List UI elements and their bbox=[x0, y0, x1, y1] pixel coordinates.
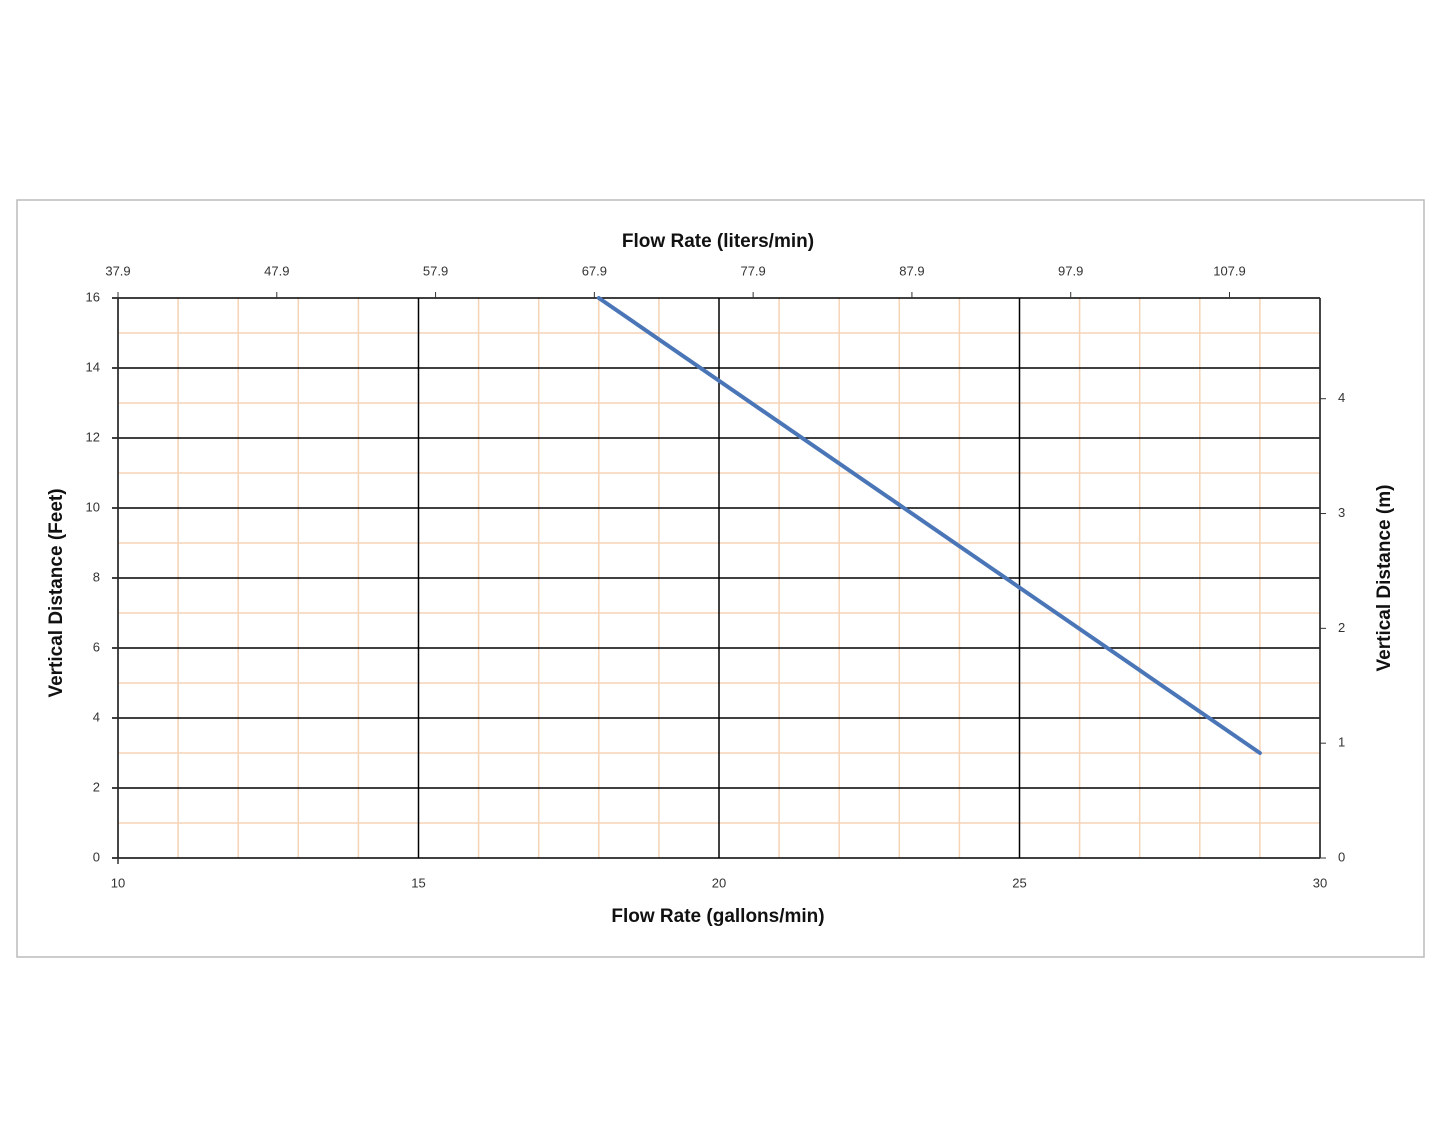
x-tick-label: 20 bbox=[712, 875, 726, 890]
y2-tick-label: 3 bbox=[1338, 505, 1345, 520]
x2-tick-label: 87.9 bbox=[899, 263, 924, 278]
y-tick-label: 14 bbox=[86, 359, 100, 374]
y2-tick-label: 1 bbox=[1338, 735, 1345, 750]
y-tick-label: 2 bbox=[93, 779, 100, 794]
x2-axis-title: Flow Rate (liters/min) bbox=[622, 231, 814, 252]
x-tick-label: 25 bbox=[1012, 875, 1026, 890]
y2-tick-label: 2 bbox=[1338, 620, 1345, 635]
data-line bbox=[596, 296, 1262, 755]
x2-tick-label: 47.9 bbox=[264, 263, 289, 278]
y2-tick-label: 0 bbox=[1338, 849, 1345, 864]
y-tick-label: 8 bbox=[93, 569, 100, 584]
y-tick-label: 4 bbox=[93, 709, 100, 724]
y-tick-label: 12 bbox=[86, 429, 100, 444]
y-tick-label: 10 bbox=[86, 499, 100, 514]
y-tick-label: 6 bbox=[93, 639, 100, 654]
x2-tick-label: 77.9 bbox=[740, 263, 765, 278]
y-axis-title: Vertical Distance (Feet) bbox=[46, 488, 67, 697]
x2-tick-label: 107.9 bbox=[1213, 263, 1246, 278]
x-tick-label: 30 bbox=[1313, 875, 1327, 890]
y2-axis-title: Vertical Distance (m) bbox=[1374, 485, 1395, 672]
y-tick-label: 0 bbox=[93, 849, 100, 864]
x2-tick-label: 67.9 bbox=[582, 263, 607, 278]
x2-tick-label: 57.9 bbox=[423, 263, 448, 278]
x-axis-title: Flow Rate (gallons/min) bbox=[611, 906, 824, 927]
x2-tick-label: 97.9 bbox=[1058, 263, 1083, 278]
y-tick-label: 16 bbox=[86, 289, 100, 304]
x-tick-label: 10 bbox=[111, 875, 125, 890]
x-tick-label: 15 bbox=[411, 875, 425, 890]
x2-tick-label: 37.9 bbox=[105, 263, 130, 278]
y2-tick-label: 4 bbox=[1338, 390, 1345, 405]
